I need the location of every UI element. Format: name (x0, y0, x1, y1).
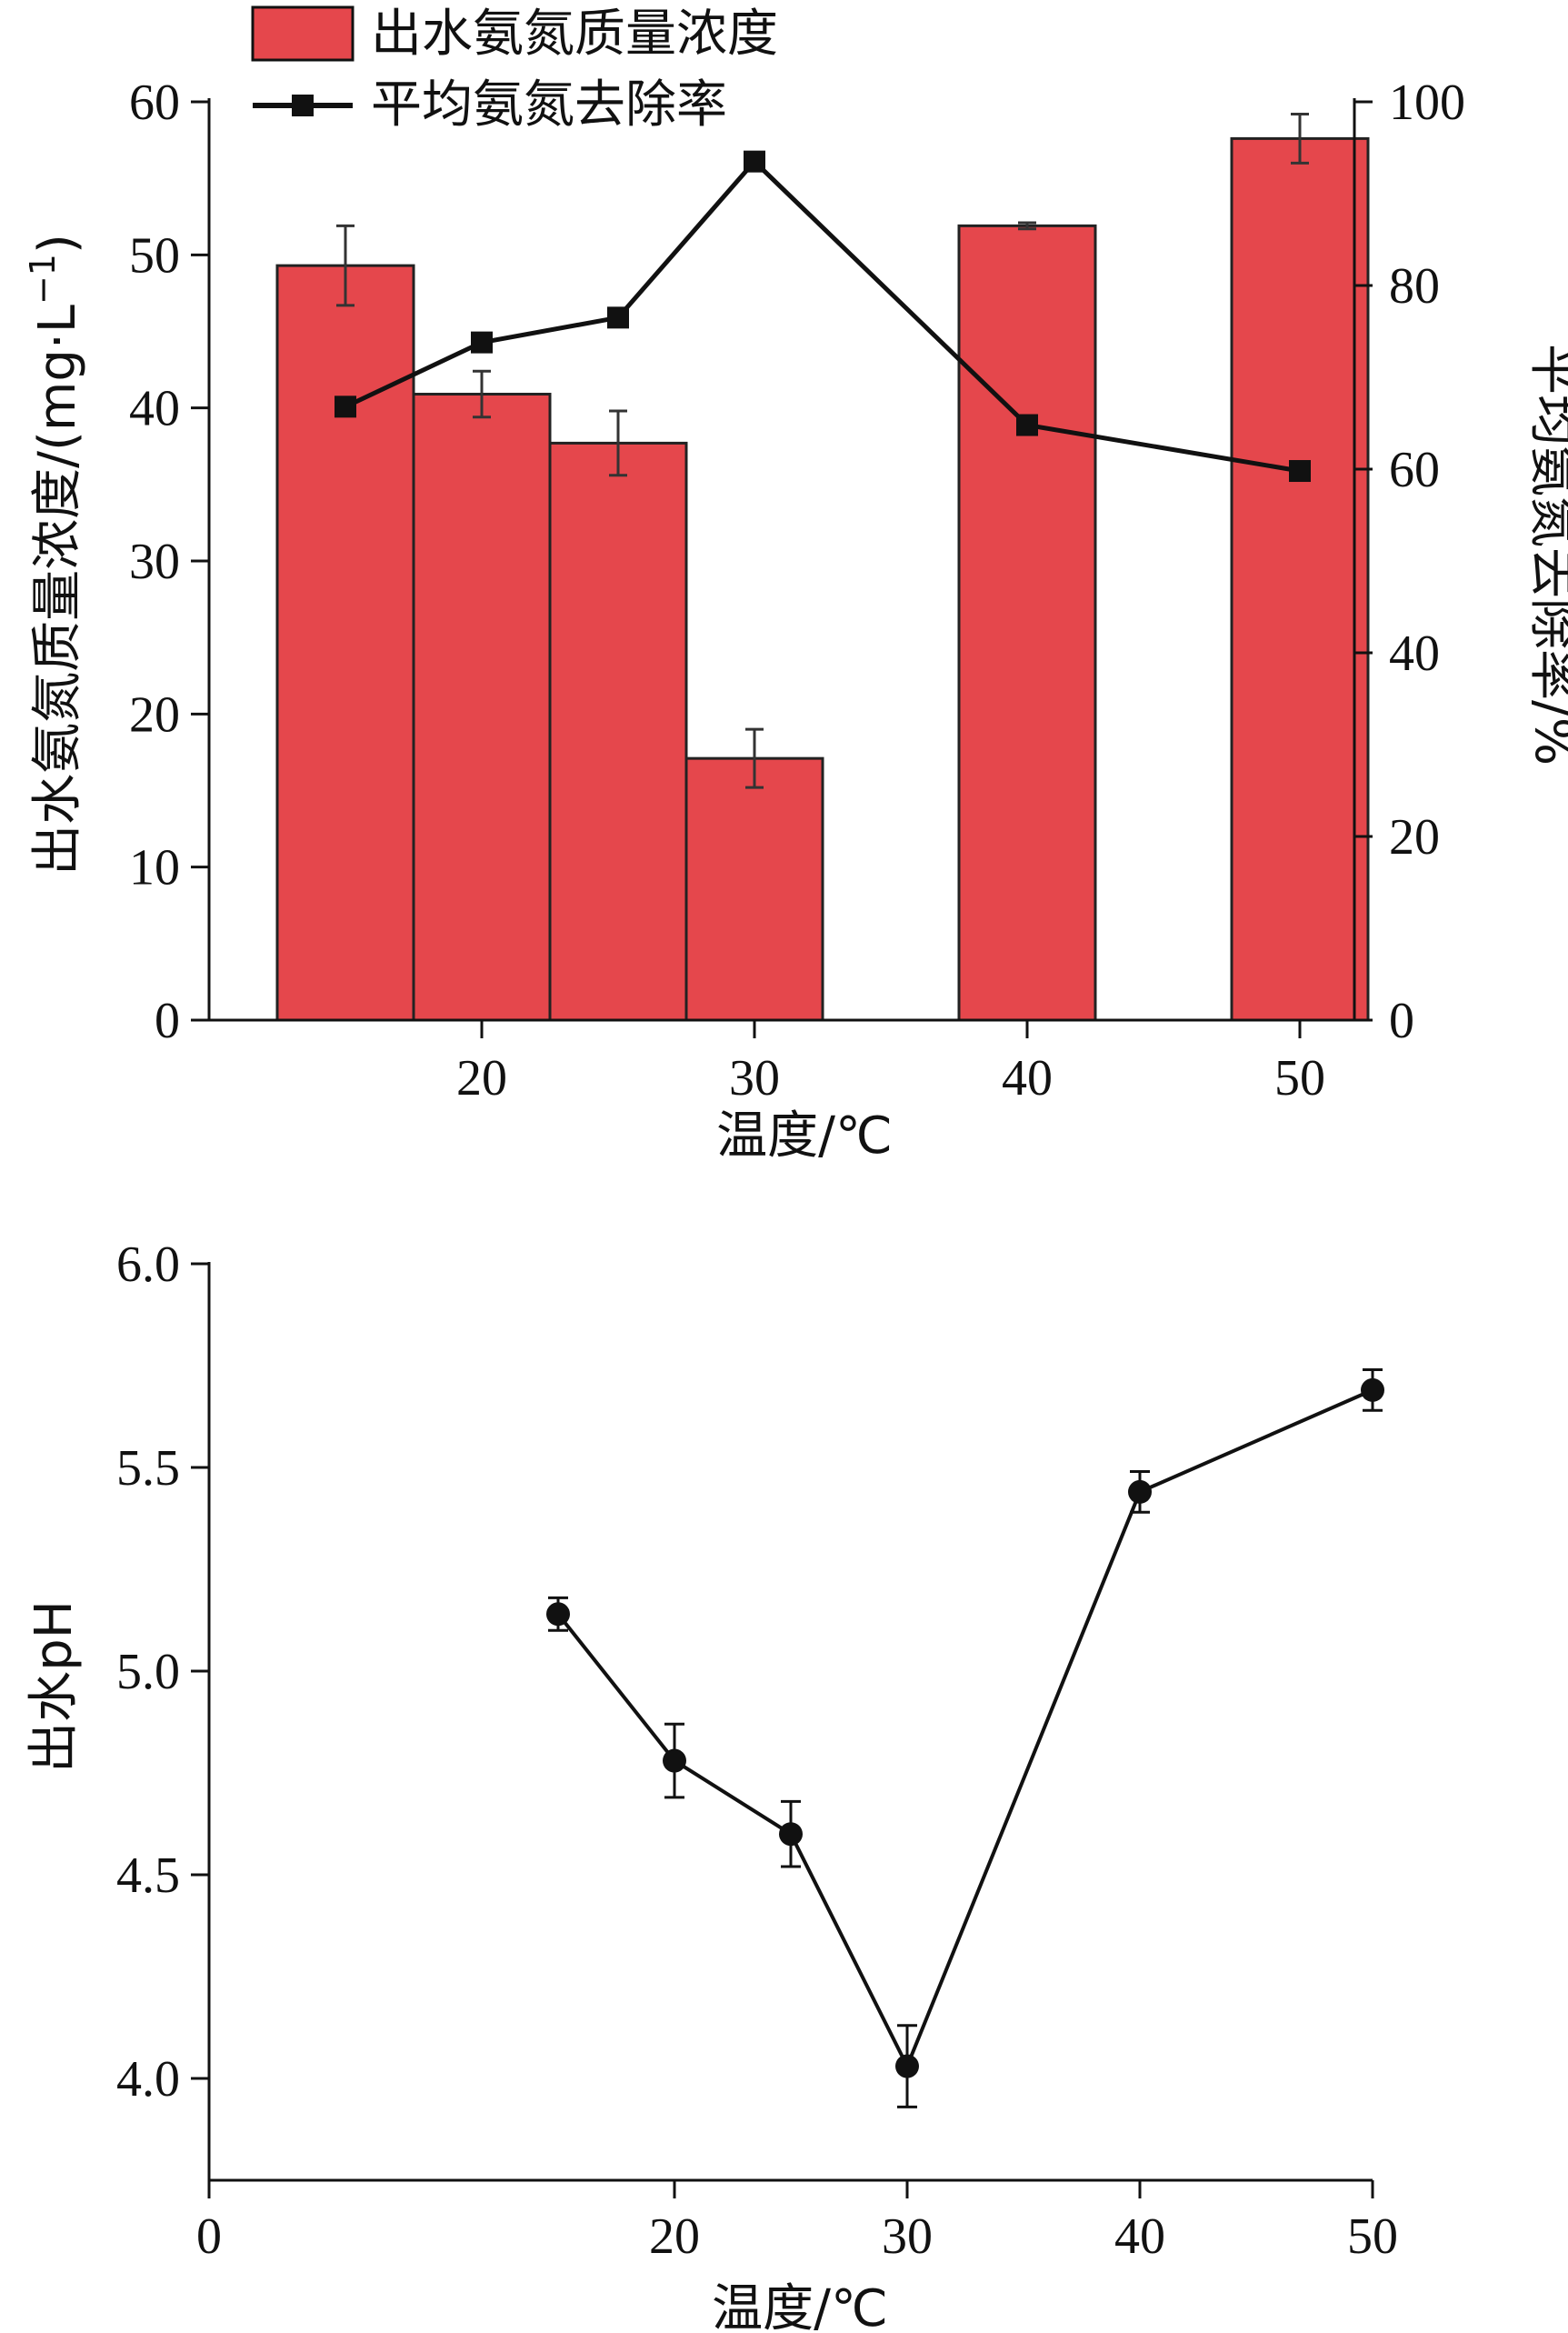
top-left-y-axis-title: 出水氨氮质量浓度/(mg·L−1) (23, 234, 87, 876)
ph-point-4 (1128, 1479, 1152, 1504)
top-right-y-axis-title: 平均氨氮去除率/% (1523, 344, 1568, 766)
bottom-x-tick-label-4: 50 (1347, 2208, 1398, 2265)
top-left-y-axis-title-sup: −1 (23, 254, 63, 305)
top-tick-labels: 0 10 20 30 40 50 60 0 20 40 60 80 100 20 30 40 50 (129, 75, 1465, 1106)
ph-points (546, 1377, 1384, 2078)
ph-line (556, 1388, 1373, 2071)
bar-0 (275, 264, 415, 1022)
removal-rate-point-1 (471, 331, 493, 354)
bar-2 (548, 441, 688, 1022)
ph-error-bars (548, 1367, 1383, 2108)
top-x-axis-title: 温度/℃ (716, 1106, 893, 1166)
bottom-x-tick-label-3: 40 (1114, 2208, 1165, 2265)
removal-rate-point-2 (607, 306, 629, 329)
bottom-x-tick-label-0: 0 (196, 2208, 222, 2265)
ph-point-3 (895, 2054, 919, 2078)
legend-line-label: 平均氨氮去除率 (371, 75, 727, 135)
removal-rate-polyline (344, 158, 1301, 474)
bottom-axes (191, 1262, 1374, 2198)
bottom-y-tick-label-4: 6.0 (116, 1237, 180, 1293)
top-right-y-tick-label-4: 80 (1389, 258, 1440, 315)
bar-3 (684, 756, 824, 1022)
removal-rate-point-0 (335, 396, 356, 418)
top-left-y-axis-title-main: 出水氨氮质量浓度/(mg·L (28, 305, 87, 876)
top-right-y-tick-label-1: 20 (1389, 809, 1440, 866)
top-right-y-tick-label-0: 0 (1389, 993, 1414, 1049)
top-x-tick-label-3: 50 (1274, 1050, 1325, 1106)
top-left-y-tick-label-2: 20 (129, 686, 180, 743)
bottom-tick-labels: 4.0 4.5 5.0 5.5 6.0 0 20 30 40 50 (116, 1237, 1398, 2265)
bar-series (275, 136, 1370, 1022)
legend-line-marker (292, 95, 314, 116)
removal-rate-line (335, 150, 1311, 483)
ph-point-1 (663, 1748, 686, 1773)
ph-point-5 (1361, 1377, 1384, 1402)
top-left-y-tick-label-3: 30 (129, 534, 180, 590)
legend-bar-swatch (251, 5, 355, 62)
top-left-y-tick-label-1: 10 (129, 840, 180, 896)
legend-bar-label: 出水氨氮质量浓度 (371, 5, 778, 64)
top-x-tick-label-1: 30 (729, 1050, 780, 1106)
top-right-y-tick-label-3: 60 (1389, 442, 1440, 498)
bar-5 (1230, 136, 1370, 1022)
top-right-y-tick-label-2: 40 (1389, 626, 1440, 682)
ph-point-0 (546, 1602, 570, 1627)
bottom-x-tick-label-1: 20 (649, 2208, 700, 2265)
top-left-y-tick-label-0: 0 (155, 993, 180, 1049)
bottom-y-tick-label-1: 4.5 (116, 1847, 180, 1904)
removal-rate-point-3 (744, 150, 765, 173)
bar-error-bars (336, 112, 1309, 789)
top-left-y-tick-label-4: 40 (129, 381, 180, 437)
top-left-y-axis-title-close: ) (28, 234, 87, 254)
top-x-tick-label-0: 20 (456, 1050, 507, 1106)
removal-rate-point-5 (1289, 460, 1311, 483)
top-axes (191, 98, 1373, 1038)
top-x-tick-label-2: 40 (1002, 1050, 1053, 1106)
ph-polyline (556, 1388, 1373, 2071)
bottom-x-axis-title: 温度/℃ (712, 2279, 888, 2333)
top-right-y-tick-label-5: 100 (1389, 75, 1465, 131)
legend: 出水氨氮质量浓度 平均氨氮去除率 (251, 5, 778, 135)
ph-point-2 (779, 1822, 803, 1847)
removal-rate-point-4 (1016, 414, 1038, 436)
bottom-y-axis-title: 出水pH (25, 1600, 84, 1773)
top-chart: 0 10 20 30 40 50 60 0 20 40 60 80 100 20 30 40 50 出水氨氮质量… (23, 5, 1568, 1166)
bar-4 (957, 224, 1097, 1022)
bottom-y-tick-label-0: 4.0 (116, 2051, 180, 2108)
bottom-y-tick-label-2: 5.0 (116, 1644, 180, 1700)
bar-1 (412, 393, 552, 1022)
top-left-y-tick-label-6: 60 (129, 75, 180, 131)
bottom-x-tick-label-2: 30 (882, 2208, 933, 2265)
top-left-y-tick-label-5: 50 (129, 227, 180, 284)
bottom-y-tick-label-3: 5.5 (116, 1440, 180, 1497)
bottom-chart: 4.0 4.5 5.0 5.5 6.0 0 20 30 40 50 温度/℃ 出水pH (25, 1237, 1398, 2333)
